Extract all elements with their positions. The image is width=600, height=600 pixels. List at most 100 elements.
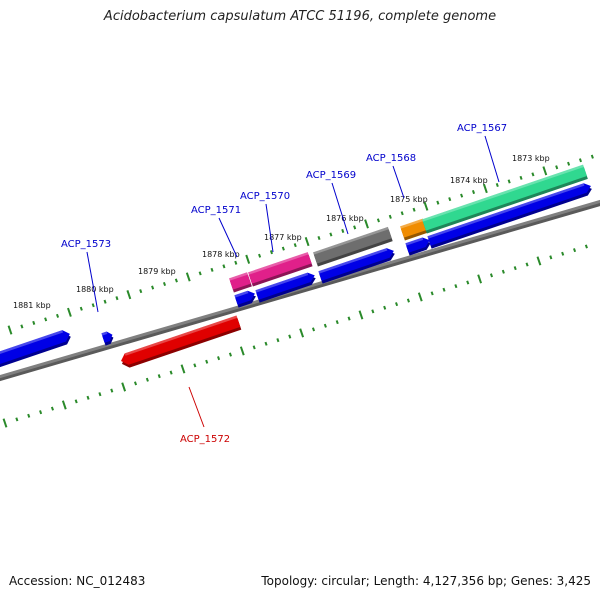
backbone-shadow: [0, 200, 600, 382]
ruler-major-tick: [304, 236, 310, 247]
annot-1567[interactable]: [422, 164, 588, 234]
ruler-minor-tick: [288, 334, 292, 339]
cds-1570[interactable]: [255, 272, 316, 303]
feature-body: [101, 331, 113, 343]
feature-body: [427, 183, 591, 246]
ruler-minor-tick: [157, 374, 161, 379]
ruler-minor-tick: [353, 225, 357, 230]
gene-label: ACP_1568: [366, 153, 416, 164]
ruler-minor-tick: [395, 302, 399, 307]
ruler-label: 1880 kbp: [76, 285, 114, 294]
ruler-minor-tick: [513, 266, 517, 271]
annot-1570[interactable]: [248, 252, 313, 287]
ruler-minor-tick: [507, 179, 511, 184]
ruler-minor-tick: [198, 271, 202, 276]
ruler-minor-tick: [193, 363, 197, 368]
ruler-minor-tick: [174, 278, 178, 283]
annot-1569[interactable]: [313, 226, 393, 267]
feature-body: [248, 252, 312, 284]
ruler-minor-tick: [329, 232, 333, 237]
feature-highlight: [255, 272, 309, 293]
ruler-minor-tick: [311, 327, 316, 332]
annot-1571[interactable]: [229, 272, 252, 293]
ruler-major-tick: [61, 400, 67, 410]
ruler-minor-tick: [210, 267, 214, 272]
ruler-minor-tick: [205, 359, 209, 364]
gene-label-leader: [392, 165, 405, 199]
ruler-minor-tick: [103, 299, 107, 304]
ruler-minor-tick: [115, 296, 119, 301]
feature-highlight: [101, 331, 108, 336]
cds-small-1573[interactable]: [101, 331, 114, 346]
ruler-label: 1878 kbp: [202, 250, 240, 259]
ruler-minor-tick: [584, 244, 588, 249]
annot-1568[interactable]: [400, 218, 428, 241]
ruler-label: 1874 kbp: [450, 176, 488, 185]
cds-1568[interactable]: [405, 237, 431, 256]
gene-label: ACP_1572: [180, 434, 230, 445]
gene-label: ACP_1569: [306, 170, 356, 181]
cds-1572-reverse[interactable]: [121, 315, 242, 368]
feature-highlight: [400, 218, 424, 229]
cds-1569[interactable]: [318, 248, 395, 284]
gene-label-leader: [86, 251, 99, 313]
ruler-minor-tick: [561, 251, 565, 256]
ruler-label: 1876 kbp: [326, 214, 364, 223]
ruler-minor-tick: [376, 218, 380, 223]
ruler-minor-tick: [323, 323, 327, 328]
ruler-minor-tick: [39, 410, 43, 415]
cds-1571[interactable]: [234, 290, 256, 308]
feature-highlight: [124, 315, 238, 356]
ruler-major-tick: [2, 418, 8, 428]
ruler-label: 1877 kbp: [264, 233, 302, 242]
ruler-minor-tick: [471, 190, 476, 195]
backbone-layer: [0, 199, 600, 382]
ruler-minor-tick: [489, 273, 494, 278]
cds-left-edge[interactable]: [0, 330, 71, 368]
ruler-minor-tick: [15, 417, 19, 422]
ruler-minor-tick: [222, 264, 226, 269]
ruler-minor-tick: [264, 341, 268, 346]
ruler-minor-tick: [252, 345, 256, 350]
ruler-label: 1875 kbp: [390, 195, 428, 204]
ruler-minor-tick: [531, 172, 535, 177]
ruler-major-tick: [7, 325, 13, 335]
ruler-major-tick: [67, 307, 72, 317]
feature-highlight: [248, 252, 309, 275]
ruler-minor-tick: [217, 356, 221, 361]
feature-body: [234, 290, 255, 305]
ruler-minor-tick: [567, 161, 571, 166]
gene-label: ACP_1571: [191, 205, 241, 216]
ruler-minor-tick: [44, 317, 48, 322]
cds-1567[interactable]: [427, 183, 592, 249]
ruler-major-tick: [126, 290, 132, 300]
features-layer: [0, 164, 592, 368]
ruler-layer: 1881 kbp 1880 kbp 1879 kbp 1878 kbp 1877 kbp…: [2, 154, 594, 428]
ruler-minor-tick: [32, 320, 36, 325]
ruler-minor-tick: [281, 246, 285, 251]
feature-highlight: [427, 183, 585, 239]
ruler-minor-tick: [412, 207, 416, 212]
ruler-minor-tick: [525, 262, 529, 267]
ruler-minor-tick: [27, 413, 31, 418]
ruler-minor-tick: [110, 388, 114, 393]
ruler-major-tick: [358, 310, 364, 320]
accession-label: Accession: NC_012483: [9, 574, 146, 588]
ruler-label: 1881 kbp: [13, 301, 51, 310]
ruler-major-tick: [536, 256, 542, 266]
ruler-minor-tick: [317, 236, 321, 241]
feature-highlight: [318, 248, 388, 274]
ruler-minor-tick: [74, 399, 78, 404]
ruler-minor-tick: [79, 306, 83, 311]
gene-label-leader: [188, 386, 205, 428]
gene-label-leader: [484, 135, 500, 183]
gene-label: ACP_1567: [457, 123, 507, 134]
ruler-minor-tick: [86, 395, 90, 400]
ruler-minor-tick: [573, 248, 577, 253]
ruler-minor-tick: [383, 305, 387, 310]
gene-label-leader: [265, 203, 274, 253]
ruler-minor-tick: [139, 289, 143, 294]
ruler-minor-tick: [341, 228, 345, 233]
ruler-minor-tick: [56, 313, 60, 318]
